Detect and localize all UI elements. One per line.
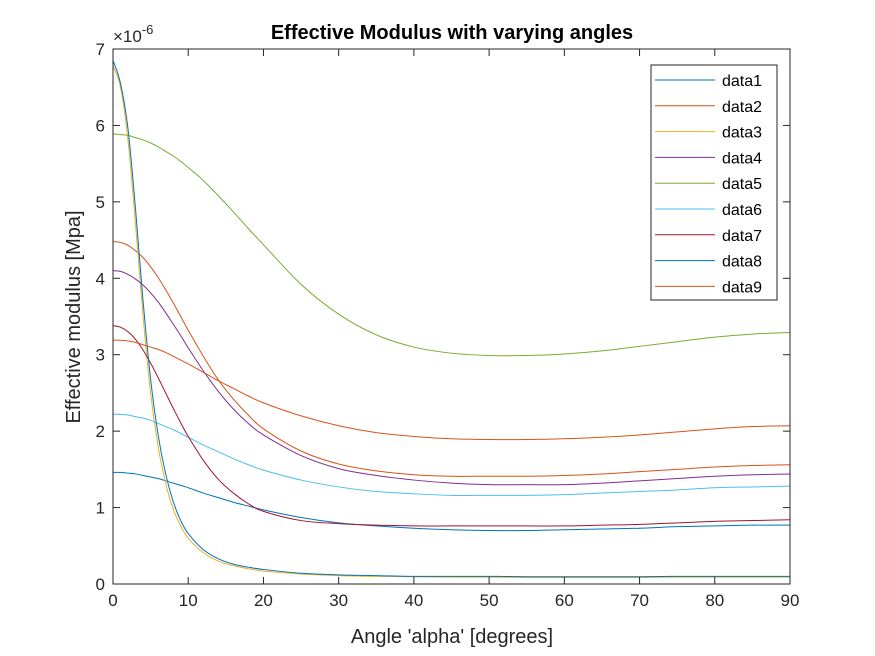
legend-label-data9: data9 [722, 279, 762, 296]
series-line-data6 [112, 413, 791, 496]
x-tick-label: 70 [630, 591, 649, 610]
legend-label-data8: data8 [722, 254, 762, 271]
y-exponent-power: -6 [142, 22, 154, 37]
x-tick-label: 20 [254, 591, 273, 610]
x-tick-label: 50 [480, 591, 499, 610]
x-tick-label: 30 [329, 591, 348, 610]
legend: data1 data2 data3 data4 data5 data6 data7 data8… [650, 64, 778, 301]
legend-items: data1 data2 data3 data4 data5 data6 data7 data8… [655, 73, 762, 296]
series-line-data5 [112, 133, 791, 357]
y-tick-label: 0 [96, 575, 105, 594]
series-line-data4 [112, 270, 791, 486]
legend-label-data7: data7 [722, 228, 762, 245]
series-line-data7 [112, 325, 791, 527]
series-line-data3 [112, 65, 790, 579]
y-tick-label: 6 [96, 116, 105, 135]
y-axis-ticks: 0 1 2 3 4 5 6 7 [96, 40, 790, 594]
x-axis-ticks: 0 10 20 30 40 50 60 70 80 90 [108, 49, 799, 610]
y-tick-label: 7 [96, 40, 105, 59]
x-axis-label: Angle 'alpha' [degrees] [351, 626, 553, 648]
series-line-data2 [112, 241, 791, 477]
legend-label-data2: data2 [722, 99, 762, 116]
x-tick-label: 0 [108, 591, 117, 610]
x-tick-label: 10 [179, 591, 198, 610]
y-tick-label: 3 [96, 346, 105, 365]
y-tick-label: 1 [96, 499, 105, 518]
legend-label-data3: data3 [722, 125, 762, 142]
axes-box [112, 48, 791, 585]
legend-label-data5: data5 [722, 176, 762, 193]
y-tick-label: 2 [96, 422, 105, 441]
series-line-data9 [112, 339, 791, 441]
y-tick-label: 4 [96, 269, 105, 288]
chart-title: Effective Modulus with varying angles [271, 22, 633, 44]
x-tick-label: 80 [705, 591, 724, 610]
x-tick-label: 90 [781, 591, 800, 610]
x-tick-label: 40 [404, 591, 423, 610]
legend-label-data4: data4 [722, 150, 762, 167]
y-exponent-base: ×10 [113, 27, 142, 46]
series-group [112, 60, 791, 579]
x-tick-label: 60 [555, 591, 574, 610]
series-line-data8 [112, 60, 790, 578]
legend-label-data6: data6 [722, 202, 762, 219]
y-axis-label: Effective modulus [Mpa] [63, 210, 85, 423]
y-axis-exponent: ×10-6 [113, 22, 153, 46]
legend-label-data1: data1 [722, 73, 762, 90]
y-tick-label: 5 [96, 193, 105, 212]
